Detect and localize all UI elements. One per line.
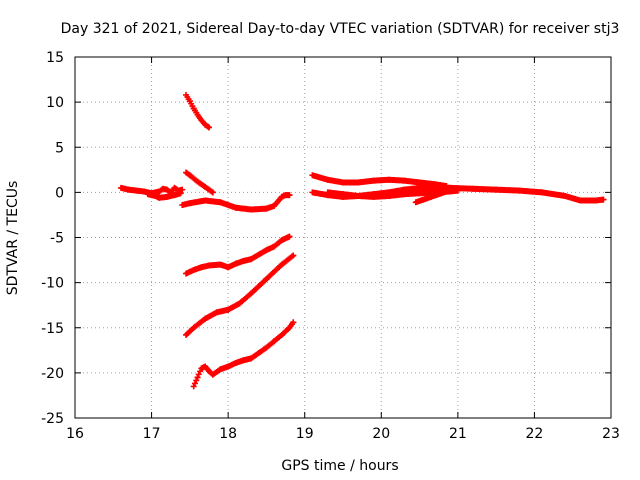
y-axis-label: SDTVAR / TECUs — [5, 181, 21, 296]
series-s5 — [183, 169, 216, 196]
x-tick-label: 23 — [602, 426, 620, 442]
series-s7 — [183, 252, 297, 338]
series-s2 — [144, 190, 184, 201]
y-tick-label: 0 — [55, 185, 64, 201]
x-tick-label: 22 — [526, 426, 544, 442]
series-s3 — [179, 192, 293, 213]
data-point — [290, 252, 297, 259]
data-point — [190, 383, 197, 390]
data-point — [290, 319, 297, 326]
series-s9 — [309, 172, 450, 190]
x-tick-label: 16 — [66, 426, 84, 442]
x-tick-label: 19 — [296, 426, 314, 442]
y-tick-labels: -25 -20 -15 -10 -5 0 5 10 15 — [41, 50, 64, 427]
grid-lines — [75, 57, 611, 418]
data-point — [179, 186, 186, 193]
y-tick-label: -15 — [41, 321, 64, 337]
data-point — [209, 189, 216, 196]
data-point — [600, 196, 607, 203]
y-tick-label: -5 — [50, 231, 64, 247]
x-tick-label: 18 — [219, 426, 237, 442]
y-tick-label: 5 — [55, 140, 64, 156]
data-point — [443, 188, 450, 195]
data-point — [286, 233, 293, 240]
data-point — [195, 371, 202, 378]
data-point — [197, 368, 204, 375]
data-point — [191, 380, 198, 387]
data-points — [117, 91, 607, 390]
series-s12 — [412, 188, 450, 206]
axes — [74, 56, 612, 419]
y-tick-label: 10 — [46, 95, 64, 111]
data-point — [206, 124, 212, 131]
y-tick-label: -10 — [41, 276, 64, 292]
y-tick-label: 15 — [46, 50, 64, 66]
x-tick-labels: 16 17 18 19 20 21 22 23 — [66, 426, 620, 442]
series-s8 — [190, 319, 297, 390]
data-point — [193, 377, 200, 384]
y-tick-label: -25 — [41, 411, 64, 427]
chart-title: Day 321 of 2021, Sidereal Day-to-day VTE… — [61, 21, 620, 37]
y-tick-label: -20 — [41, 366, 64, 382]
data-point — [177, 190, 184, 197]
data-point — [454, 187, 461, 194]
data-point — [286, 192, 293, 199]
x-tick-label: 20 — [372, 426, 390, 442]
series-s6 — [183, 233, 293, 277]
x-tick-label: 17 — [143, 426, 161, 442]
x-tick-label: 21 — [449, 426, 467, 442]
x-axis-label: GPS time / hours — [281, 458, 398, 474]
series-s4 — [183, 91, 212, 131]
data-point — [194, 374, 201, 381]
